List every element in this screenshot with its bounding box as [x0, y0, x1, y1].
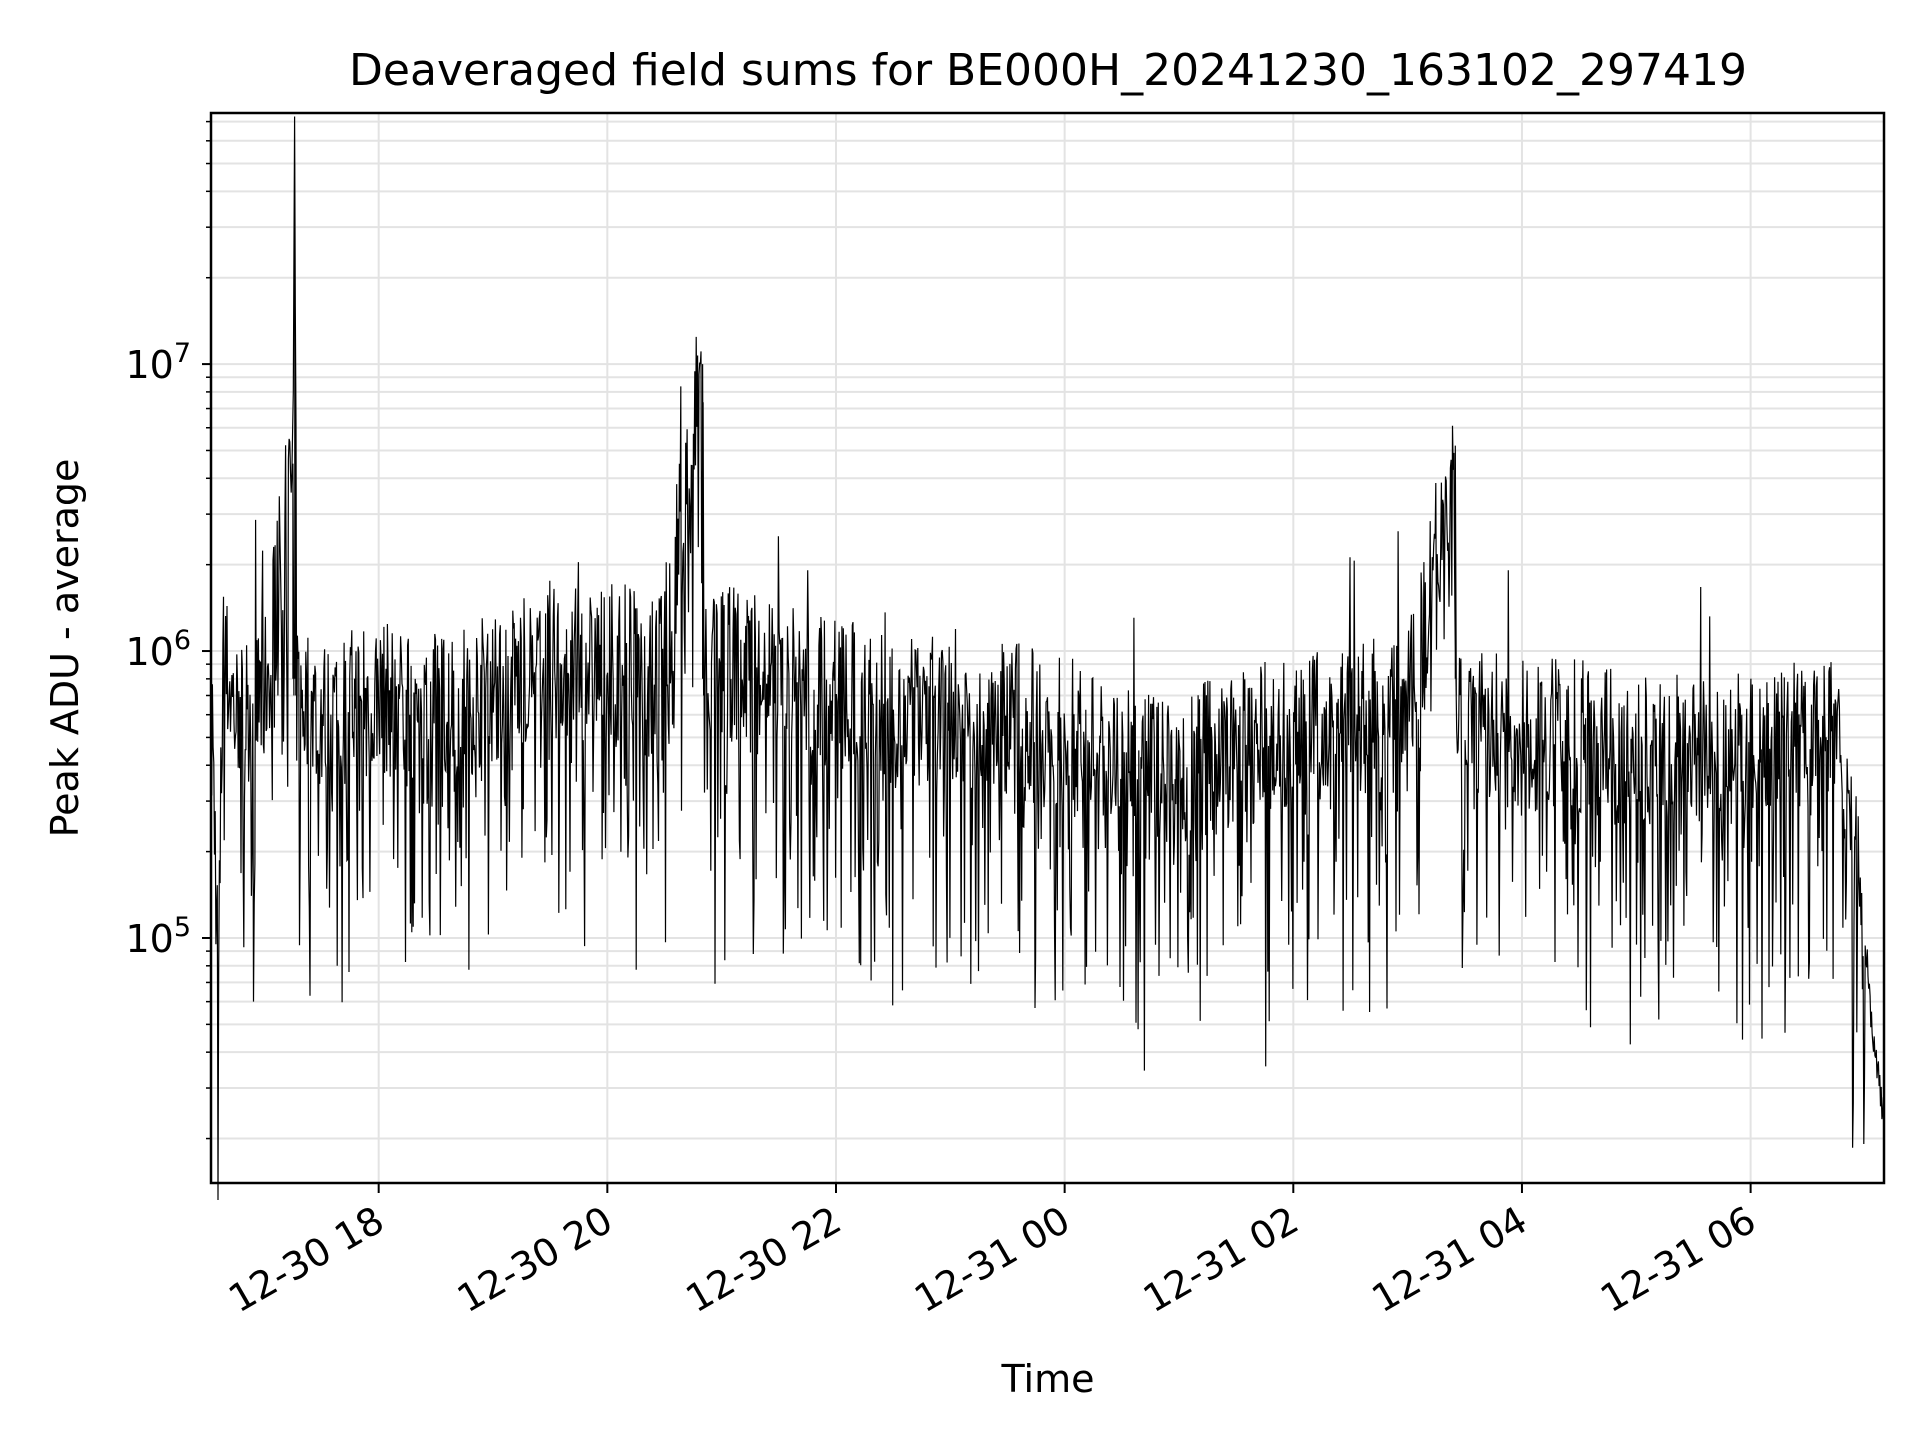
y-axis-label: Peak ADU - average	[43, 459, 87, 838]
x-axis-label: Time	[1001, 1357, 1095, 1401]
y-tick-label: 106	[125, 625, 191, 674]
chart-title: Deaveraged field sums for BE000H_2024123…	[349, 45, 1747, 96]
data-series-line	[210, 116, 1885, 1201]
plot-frame	[209, 111, 1886, 1185]
y-tick-label: 107	[125, 338, 191, 387]
y-tick-label: 105	[125, 912, 191, 961]
y-axis: 105 106 107	[125, 120, 211, 1140]
grid-lines	[211, 113, 1884, 1183]
data-series-path	[210, 116, 1885, 1201]
